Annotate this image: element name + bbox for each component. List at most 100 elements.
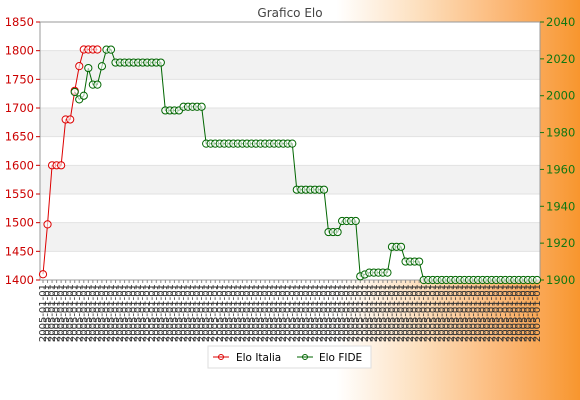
- x-tick-label: 2005-01-01: [283, 284, 294, 342]
- x-tick-label: 2005-01-01: [342, 284, 353, 342]
- x-tick-label: 2005-01-01: [242, 284, 253, 342]
- x-tick-label: 2005-01-01: [210, 284, 221, 342]
- x-tick-label: 2005-01-01: [97, 284, 108, 342]
- x-tick-label: 2005-01-01: [124, 284, 135, 342]
- x-tick-label: 2005-01-01: [274, 284, 285, 342]
- x-tick-label: 2005-01-01: [351, 284, 362, 342]
- right-tick-label: 1940: [546, 199, 575, 213]
- data-point-elo-fide: [97, 62, 107, 71]
- x-tick-label: 2005-01-01: [142, 284, 153, 342]
- x-tick-label: 2005-01-01: [446, 284, 457, 342]
- data-point-elo-fide: [383, 268, 392, 277]
- x-tick-label: 2005-01-01: [450, 284, 461, 342]
- x-tick-label: 2005-01-01: [111, 284, 122, 342]
- x-tick-label: 2005-01-01: [138, 284, 149, 342]
- x-tick-label: 2005-01-01: [287, 284, 298, 342]
- x-tick-label: 2005-01-01: [61, 284, 72, 342]
- x-tick-label: 2005-01-01: [532, 284, 543, 342]
- left-tick-label: 1500: [5, 216, 34, 230]
- x-tick-label: 2005-01-01: [256, 284, 267, 342]
- x-tick-label: 2005-01-01: [206, 284, 217, 342]
- x-tick-label: 2005-01-01: [133, 284, 144, 342]
- left-tick-label: 1700: [5, 101, 34, 115]
- x-tick-label: 2005-01-01: [92, 284, 103, 342]
- x-tick-label: 2005-01-01: [324, 284, 335, 342]
- data-point-elo-fide: [288, 139, 297, 148]
- right-tick-label: 2000: [546, 89, 575, 103]
- right-tick-label: 1920: [546, 236, 575, 250]
- legend-marker-elo-italia: [218, 354, 224, 360]
- x-tick-label: 2005-01-01: [337, 284, 348, 342]
- x-tick-label: 2005-01-01: [478, 284, 489, 342]
- x-tick-label: 2005-01-01: [88, 284, 99, 342]
- legend-marker-elo-fide: [302, 354, 308, 360]
- x-tick-label: 2005-01-01: [423, 284, 434, 342]
- x-tick-label: 2005-01-01: [523, 284, 534, 342]
- x-tick-label: 2005-01-01: [514, 284, 525, 342]
- x-tick-label: 2005-01-01: [120, 284, 131, 342]
- x-tick-label: 2005-01-01: [414, 284, 425, 342]
- x-tick-label: 2005-01-01: [392, 284, 403, 342]
- x-tick-label: 2005-01-01: [509, 284, 520, 342]
- data-point-elo-italia: [38, 270, 48, 279]
- x-tick-label: 2005-01-01: [174, 284, 185, 342]
- grid-band: [40, 79, 540, 108]
- left-tick-label: 1650: [5, 130, 34, 144]
- grid-band: [40, 222, 540, 252]
- legend-label-elo-italia: Elo Italia: [236, 352, 281, 364]
- x-axis: 2005-01-012005-01-012005-01-012005-01-01…: [38, 280, 543, 342]
- x-tick-label: 2005-01-01: [269, 284, 280, 342]
- x-tick-label: 2005-01-01: [278, 284, 289, 342]
- data-point-elo-fide: [79, 91, 88, 100]
- x-tick-label: 2005-01-01: [301, 284, 312, 342]
- data-point-elo-fide: [197, 102, 206, 111]
- x-tick-label: 2005-01-01: [333, 284, 344, 342]
- x-tick-label: 2005-01-01: [65, 284, 76, 342]
- data-point-elo-italia: [75, 62, 84, 71]
- x-tick-label: 2005-01-01: [219, 284, 230, 342]
- left-tick-label: 1550: [5, 187, 34, 201]
- legend-label-elo-fide: Elo FIDE: [319, 352, 362, 364]
- data-point-elo-fide: [70, 87, 79, 97]
- x-tick-label: 2005-01-01: [228, 284, 239, 342]
- x-tick-label: 2005-01-01: [47, 284, 58, 342]
- grid-band: [40, 251, 540, 280]
- x-tick-label: 2005-01-01: [487, 284, 498, 342]
- x-tick-label: 2005-01-01: [215, 284, 226, 342]
- left-tick-label: 1750: [5, 72, 34, 86]
- x-tick-label: 2005-01-01: [74, 284, 85, 342]
- x-tick-label: 2005-01-01: [314, 284, 325, 342]
- left-tick-label: 1600: [5, 158, 34, 172]
- x-tick-label: 2005-01-01: [441, 284, 452, 342]
- x-tick-label: 2005-01-01: [373, 284, 384, 342]
- x-tick-label: 2005-01-01: [296, 284, 307, 342]
- x-tick-label: 2005-01-01: [129, 284, 140, 342]
- right-tick-label: 1980: [546, 126, 575, 140]
- x-tick-label: 2005-01-01: [56, 284, 67, 342]
- chart-title: Grafico Elo: [257, 6, 322, 20]
- x-tick-label: 2005-01-01: [319, 284, 330, 342]
- x-tick-label: 2005-01-01: [491, 284, 502, 342]
- x-tick-label: 2005-01-01: [83, 284, 94, 342]
- x-tick-label: 2005-01-01: [292, 284, 303, 342]
- left-axis: 1400 1450 1500 1550 1600 1650 1700 1750 1800 1850: [5, 15, 40, 287]
- left-tick-label: 1800: [5, 44, 34, 58]
- data-point-elo-fide: [319, 185, 329, 194]
- data-point-elo-fide: [106, 45, 116, 54]
- x-tick-label: 2005-01-01: [382, 284, 393, 342]
- x-tick-label: 2005-01-01: [147, 284, 158, 342]
- data-point-elo-fide: [396, 242, 406, 251]
- x-tick-label: 2005-01-01: [70, 284, 81, 342]
- x-tick-label: 2005-01-01: [165, 284, 176, 342]
- x-tick-label: 2005-01-01: [455, 284, 466, 342]
- x-tick-label: 2005-01-01: [160, 284, 171, 342]
- left-tick-label: 1850: [5, 15, 34, 29]
- data-point-elo-fide: [333, 227, 342, 237]
- x-tick-label: 2005-01-01: [197, 284, 208, 342]
- data-point-elo-fide: [84, 63, 93, 73]
- x-tick-label: 2005-01-01: [527, 284, 538, 342]
- x-tick-label: 2005-01-01: [346, 284, 357, 342]
- x-tick-label: 2005-01-01: [224, 284, 235, 342]
- x-tick-label: 2005-01-01: [437, 284, 448, 342]
- x-tick-label: 2005-01-01: [251, 284, 262, 342]
